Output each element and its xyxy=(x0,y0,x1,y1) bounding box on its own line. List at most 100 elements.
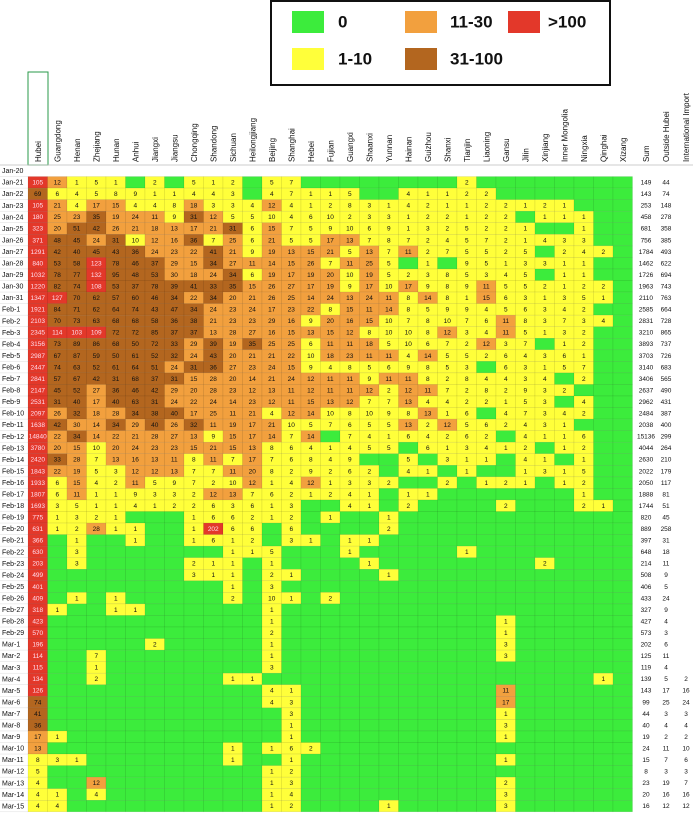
cell-value: 4 xyxy=(504,272,508,279)
summary-value: 573 xyxy=(641,630,652,637)
heat-cell xyxy=(242,800,263,813)
heat-cell xyxy=(222,765,243,778)
cell-value: 8 xyxy=(406,411,410,418)
heat-cell xyxy=(164,776,185,789)
cell-value: 24 xyxy=(93,237,101,244)
heat-cell xyxy=(437,661,458,674)
cell-value: 14 xyxy=(229,399,237,406)
heat-cell xyxy=(164,545,185,558)
cell-value: 5 xyxy=(153,480,157,487)
cell-value: 21 xyxy=(54,203,62,210)
heat-cell xyxy=(144,557,165,570)
cell-value: 1 xyxy=(289,688,293,695)
cell-value: 12 xyxy=(444,422,452,429)
heat-cell xyxy=(534,707,555,720)
cell-value: 70 xyxy=(54,318,62,325)
heat-cell xyxy=(495,534,516,547)
cell-value: 86 xyxy=(93,341,101,348)
heat-cell xyxy=(554,522,575,535)
heat-cell xyxy=(437,545,458,558)
cell-value: 1 xyxy=(133,607,137,614)
heat-cell xyxy=(125,545,146,558)
cell-value: 4 xyxy=(582,249,586,256)
heat-cell xyxy=(144,580,165,593)
heat-cell xyxy=(164,661,185,674)
heat-cell xyxy=(378,187,399,200)
cell-value: 25 xyxy=(268,341,276,348)
cell-value: 8 xyxy=(426,364,430,371)
cell-value: 12 xyxy=(405,387,413,394)
heat-cell xyxy=(47,615,68,628)
heat-cell xyxy=(144,626,165,639)
heat-cell xyxy=(261,719,282,732)
heat-cell xyxy=(378,545,399,558)
heat-cell xyxy=(222,661,243,674)
row-label: Feb-27 xyxy=(2,607,24,614)
cell-value: 21 xyxy=(249,295,257,302)
heat-cell xyxy=(359,719,380,732)
summary-value: 44 xyxy=(642,711,650,718)
cell-value: 9 xyxy=(172,214,176,221)
summary-value: 2962 xyxy=(639,399,654,406)
column-label: Jiangxi xyxy=(151,137,160,162)
heat-cell xyxy=(554,696,575,709)
cell-value: 5 xyxy=(36,769,40,776)
heat-cell xyxy=(261,730,282,743)
summary-value: 743 xyxy=(661,283,672,290)
heat-cell xyxy=(300,788,321,801)
cell-value: 5 xyxy=(523,272,527,279)
summary-value: 3140 xyxy=(639,364,654,371)
cell-value: 31 xyxy=(112,376,120,383)
cell-value: 2 xyxy=(445,480,449,487)
heat-cell xyxy=(164,719,185,732)
summary-value: 202 xyxy=(641,642,652,649)
heat-cell xyxy=(398,580,419,593)
cell-value: 23 xyxy=(171,445,179,452)
heat-cell xyxy=(515,661,536,674)
heat-cell xyxy=(164,176,185,189)
heat-cell xyxy=(515,511,536,524)
cell-value: 2 xyxy=(211,480,215,487)
cell-value: 5 xyxy=(465,237,469,244)
heat-cell xyxy=(300,592,321,605)
cell-value: 12 xyxy=(151,468,159,475)
cell-value: 631 xyxy=(32,526,43,533)
heat-cell xyxy=(417,719,438,732)
cell-value: 1347 xyxy=(31,295,46,302)
cell-value: 13 xyxy=(268,387,276,394)
cell-value: 74 xyxy=(132,307,140,314)
heat-cell xyxy=(144,592,165,605)
heat-cell xyxy=(320,672,341,686)
summary-value: 44 xyxy=(662,180,670,187)
cell-value: 57 xyxy=(54,376,62,383)
heat-cell xyxy=(378,453,399,466)
heat-cell xyxy=(47,776,68,789)
heat-cell xyxy=(66,580,87,593)
summary-value: 648 xyxy=(641,549,652,556)
cell-value: 9 xyxy=(133,191,137,198)
heat-cell xyxy=(86,684,107,697)
cell-value: 12 xyxy=(483,341,491,348)
cell-value: 114 xyxy=(33,653,44,660)
heat-cell xyxy=(476,649,497,662)
cell-value: 6 xyxy=(504,353,508,360)
heat-cell xyxy=(593,522,614,535)
cell-value: 20 xyxy=(190,387,198,394)
cell-value: 1 xyxy=(328,191,332,198)
heat-cell xyxy=(593,176,614,189)
summary-value: 253 xyxy=(641,203,652,210)
cell-value: 41 xyxy=(34,711,42,718)
cell-value: 52 xyxy=(93,364,101,371)
heat-cell xyxy=(300,522,321,535)
cell-value: 1 xyxy=(582,353,586,360)
heat-cell xyxy=(164,672,185,686)
cell-value: 8 xyxy=(387,237,391,244)
cell-value: 1 xyxy=(211,572,215,579)
heat-cell xyxy=(495,569,516,582)
cell-value: 2 xyxy=(504,422,508,429)
summary-value: 1726 xyxy=(639,272,654,279)
summary-value: 1888 xyxy=(639,491,654,498)
heat-cell xyxy=(534,730,555,743)
heat-cell xyxy=(66,742,87,755)
column-label: Gansu xyxy=(502,138,511,162)
